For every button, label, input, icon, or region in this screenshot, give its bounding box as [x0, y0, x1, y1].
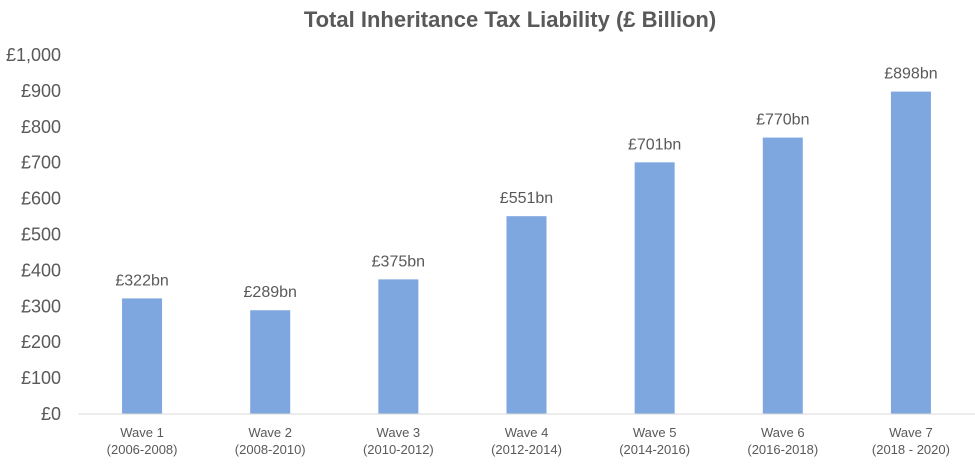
- data-label: £770bn: [756, 112, 809, 129]
- x-tick-label: Wave 5: [633, 425, 677, 440]
- bar: [250, 310, 291, 414]
- data-label: £289bn: [244, 284, 297, 301]
- y-tick-label: £400: [21, 260, 61, 280]
- x-tick-label: (2012-2014): [491, 442, 562, 457]
- x-tick-label: (2010-2012): [363, 442, 434, 457]
- x-tick-label: Wave 6: [761, 425, 805, 440]
- chart-title: Total Inheritance Tax Liability (£ Billi…: [304, 7, 716, 32]
- bar: [890, 91, 931, 415]
- data-label: £551bn: [500, 190, 553, 207]
- bar: [634, 162, 675, 414]
- x-axis: Wave 1 (2006-2008) Wave 2 (2008-2010) Wave 3…: [78, 413, 975, 457]
- x-tick-label: Wave 3: [377, 425, 421, 440]
- y-tick-label: £700: [21, 153, 61, 173]
- y-tick-label: £100: [21, 368, 61, 388]
- y-tick-label: £800: [21, 117, 61, 137]
- bar: [122, 298, 163, 414]
- x-tick-label: (2008-2010): [235, 442, 306, 457]
- y-tick-label: £600: [21, 189, 61, 209]
- x-tick-label: Wave 4: [505, 425, 549, 440]
- bars: [122, 91, 931, 415]
- y-tick-label: £900: [21, 81, 61, 101]
- data-label: £898bn: [884, 66, 937, 83]
- x-tick-label: Wave 2: [248, 425, 292, 440]
- y-tick-label: £200: [21, 332, 61, 352]
- bar: [762, 137, 803, 414]
- data-label: £322bn: [115, 272, 168, 289]
- x-tick-label: Wave 1: [120, 425, 164, 440]
- y-tick-label: £0: [41, 404, 61, 424]
- bar: [506, 216, 547, 414]
- y-tick-label: £1,000: [6, 45, 61, 65]
- x-tick-label: Wave 7: [889, 425, 933, 440]
- y-axis: £0 £100 £200 £300 £400 £500 £600 £700 £800 £900 £1…: [6, 45, 61, 424]
- bar: [378, 279, 419, 414]
- x-tick-label: (2006-2008): [107, 442, 178, 457]
- x-tick-label: (2014-2016): [619, 442, 690, 457]
- data-label: £375bn: [372, 253, 425, 270]
- data-label: £701bn: [628, 136, 681, 153]
- y-tick-label: £500: [21, 225, 61, 245]
- x-tick-label: (2016-2018): [747, 442, 818, 457]
- data-labels: £322bn £289bn £375bn £551bn £701bn £770bn £898…: [115, 66, 937, 302]
- x-tick-label: (2018 - 2020): [872, 442, 950, 457]
- y-tick-label: £300: [21, 296, 61, 316]
